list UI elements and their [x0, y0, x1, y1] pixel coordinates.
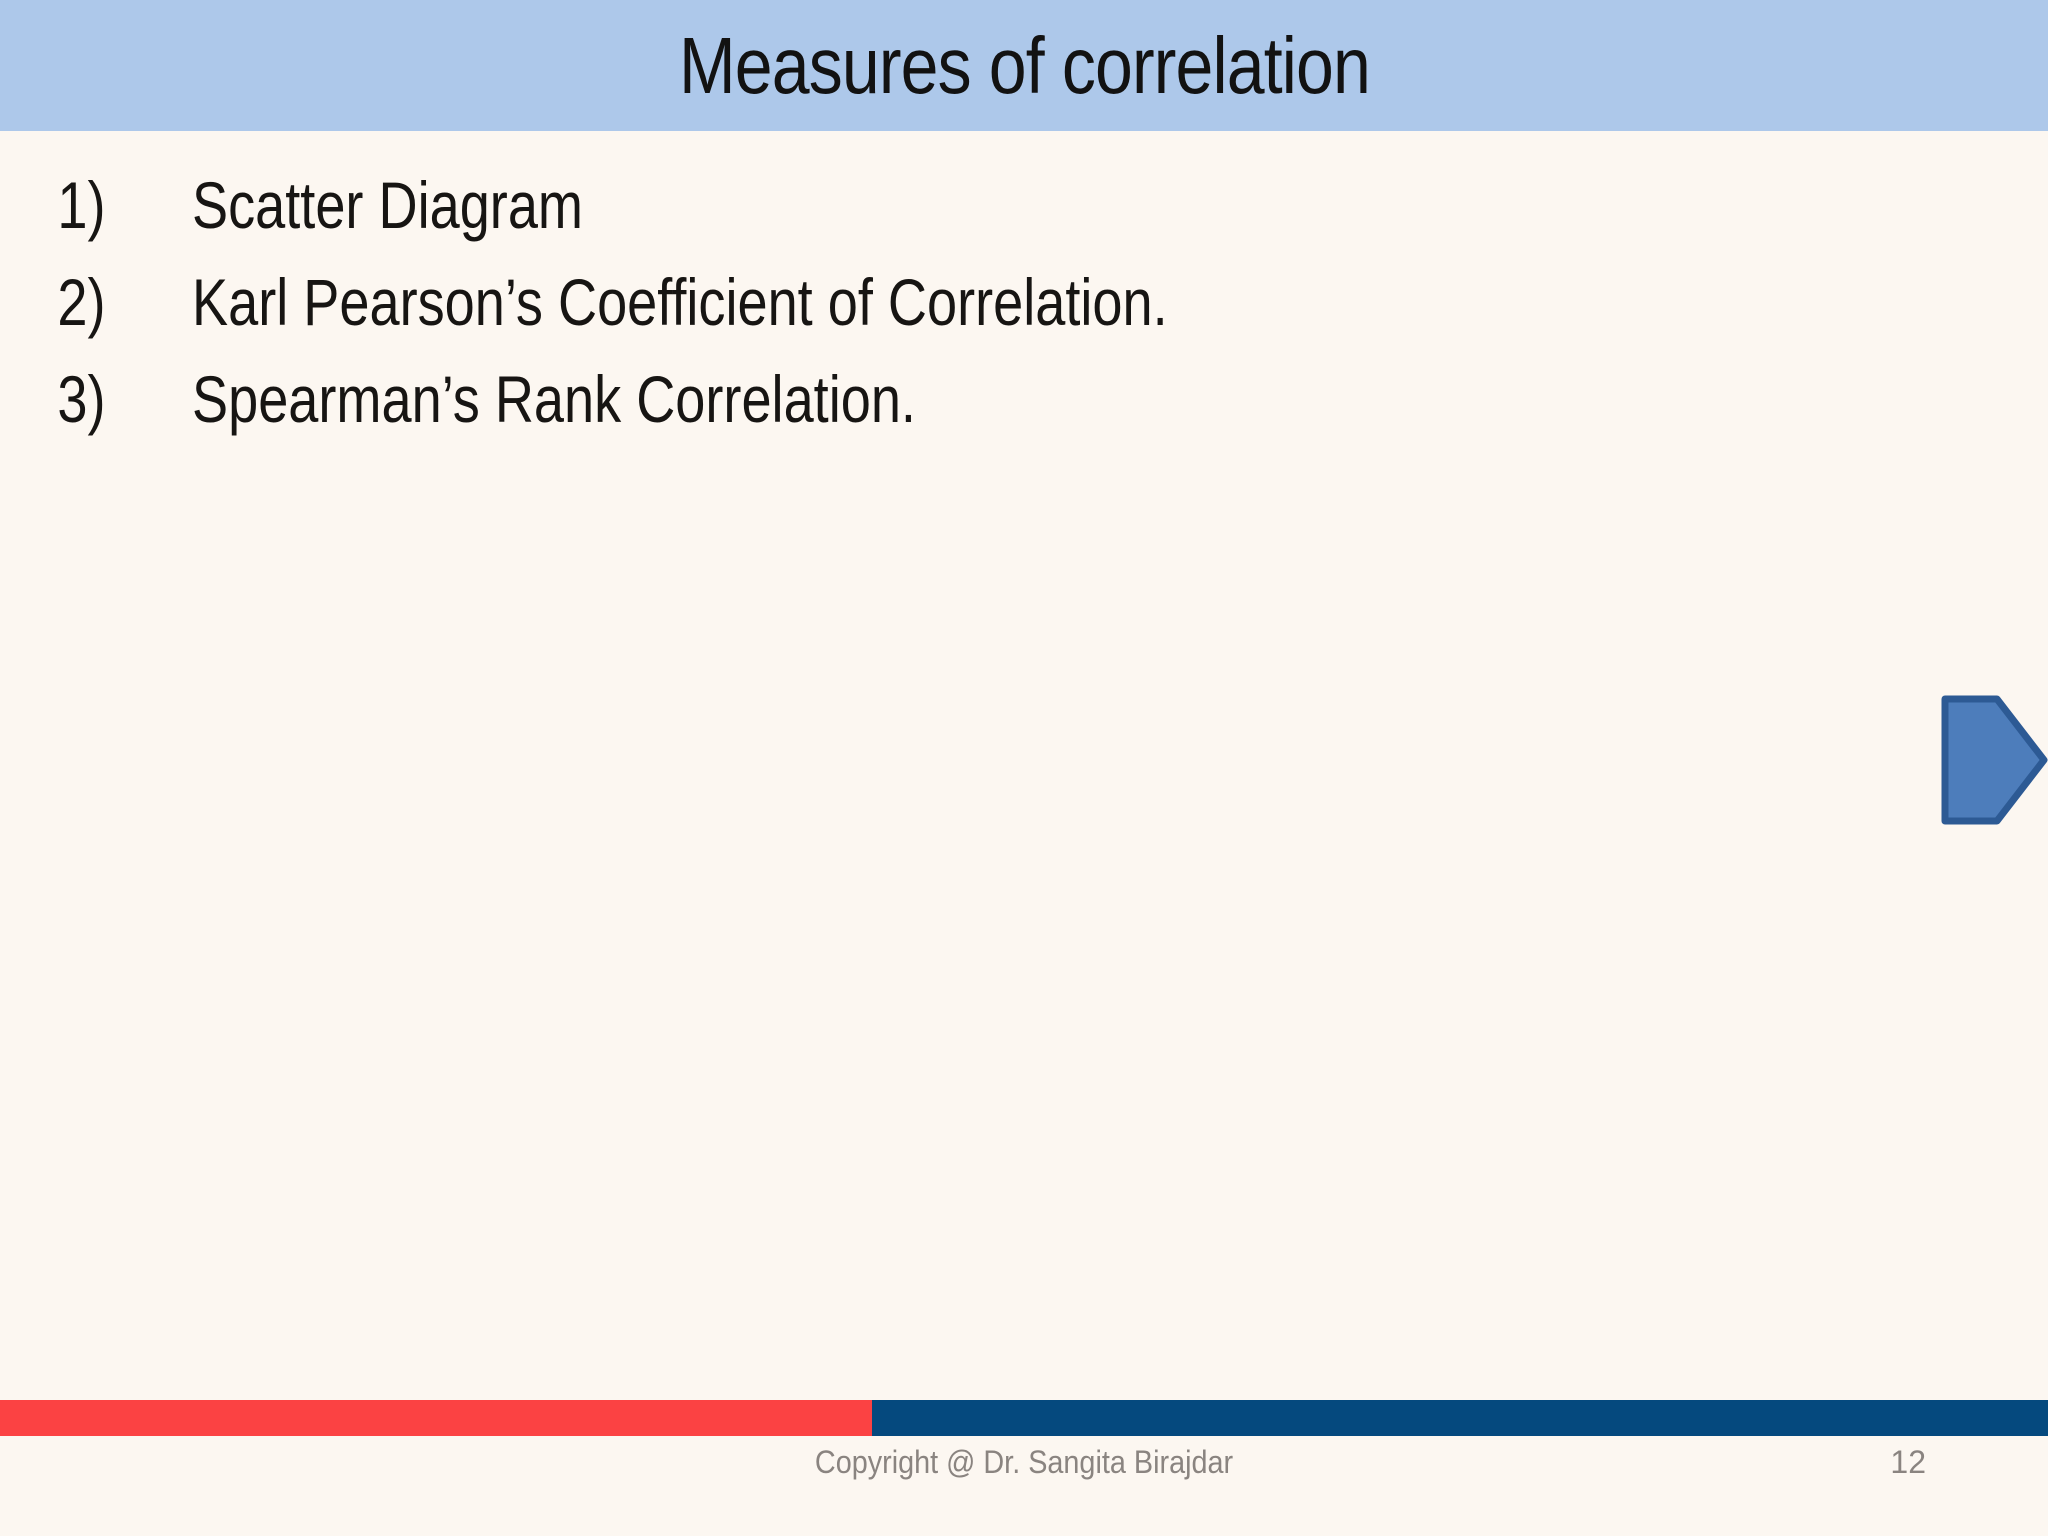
list-item-text: Karl Pearson’s Coefficient of Correlatio… [192, 264, 1168, 339]
red-bar [0, 1400, 872, 1436]
list-item: 2) Karl Pearson’s Coefficient of Correla… [0, 253, 2048, 350]
list-item: 3) Spearman’s Rank Correlation. [0, 350, 2048, 447]
list-item-number: 3) [57, 361, 106, 436]
slide-footer: Copyright @ Dr. Sangita Birajdar 12 [0, 1444, 2048, 1488]
measures-list: 1) Scatter Diagram 2) Karl Pearson’s Coe… [0, 156, 2048, 447]
slide-title: Measures of correlation [678, 20, 1371, 110]
list-item-number: 2) [57, 264, 106, 339]
navy-bar [872, 1400, 2048, 1436]
title-banner: Measures of correlation [0, 0, 2048, 131]
footer-accent-bars [0, 1400, 2048, 1436]
list-item-text: Scatter Diagram [192, 167, 583, 242]
list-item-number: 1) [57, 167, 106, 242]
page-number: 12 [1890, 1444, 1926, 1480]
list-item: 1) Scatter Diagram [0, 156, 2048, 253]
copyright-text: Copyright @ Dr. Sangita Birajdar [814, 1444, 1234, 1480]
list-item-text: Spearman’s Rank Correlation. [192, 361, 916, 436]
next-arrow-icon[interactable] [1941, 694, 2048, 826]
